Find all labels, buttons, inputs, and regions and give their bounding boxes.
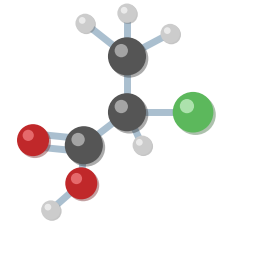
Circle shape — [65, 167, 97, 199]
Circle shape — [41, 200, 60, 220]
Circle shape — [133, 135, 152, 155]
Circle shape — [23, 130, 34, 141]
Circle shape — [161, 24, 180, 43]
Circle shape — [108, 37, 146, 75]
Circle shape — [17, 124, 49, 156]
Circle shape — [108, 93, 146, 131]
Circle shape — [136, 139, 143, 146]
Circle shape — [119, 5, 138, 24]
Circle shape — [110, 95, 148, 134]
Circle shape — [164, 27, 171, 34]
Circle shape — [71, 133, 85, 146]
Circle shape — [75, 14, 95, 33]
Circle shape — [180, 99, 194, 113]
Circle shape — [115, 100, 128, 113]
Circle shape — [71, 173, 82, 184]
Circle shape — [115, 44, 128, 57]
Circle shape — [117, 3, 137, 23]
Circle shape — [175, 94, 216, 135]
Circle shape — [67, 128, 105, 167]
Circle shape — [42, 202, 62, 221]
Circle shape — [173, 92, 213, 133]
Circle shape — [79, 17, 86, 24]
Circle shape — [77, 15, 96, 34]
Circle shape — [121, 7, 128, 14]
Circle shape — [162, 25, 181, 44]
Circle shape — [19, 126, 51, 158]
Circle shape — [67, 169, 99, 201]
Circle shape — [110, 40, 148, 78]
Circle shape — [44, 204, 51, 211]
Circle shape — [134, 137, 153, 156]
Circle shape — [65, 126, 103, 164]
